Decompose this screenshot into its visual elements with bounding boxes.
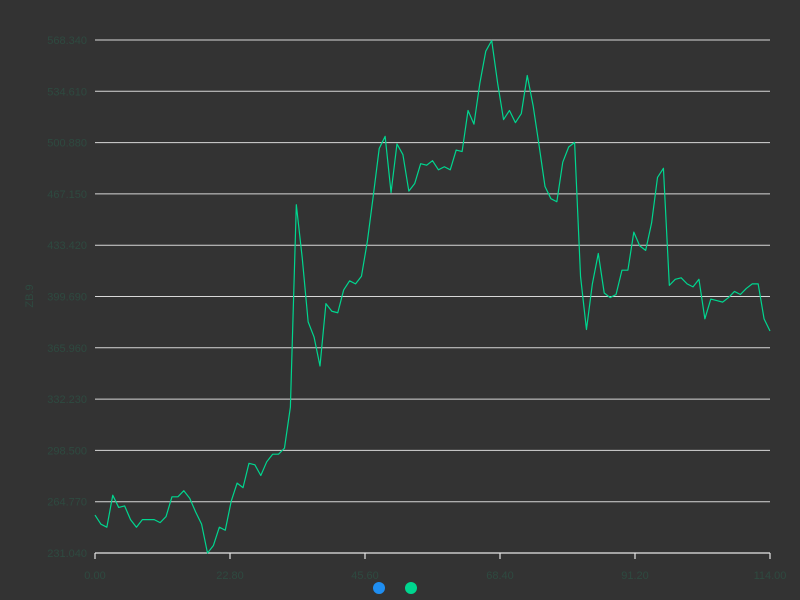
x-tick-label: 91.20 <box>621 570 649 582</box>
y-tick-label: 433.420 <box>47 240 87 252</box>
legend-marker-1[interactable] <box>373 582 385 594</box>
x-tick-label: 22.80 <box>216 570 244 582</box>
gridlines <box>95 39 770 554</box>
y-tick-label: 500.880 <box>47 138 87 150</box>
legend-marker-2[interactable] <box>405 582 417 594</box>
x-tick-label: 0.00 <box>84 570 105 582</box>
x-tick-label: 114.00 <box>754 570 787 582</box>
series-lines <box>94 39 771 554</box>
y-tick-label: 264.770 <box>47 497 87 509</box>
y-tick-label: 332.230 <box>47 394 87 406</box>
y-tick-label: 298.500 <box>47 445 87 457</box>
x-tick-label: 68.40 <box>486 570 514 582</box>
y-tick-label: 568.340 <box>47 35 87 47</box>
x-axis-tick-labels: 0.00 22.80 45.60 68.40 91.20 114.00 <box>84 553 786 582</box>
y-axis-tick-labels: 231.040 264.770 298.500 332.230 365.960 399.6… <box>47 35 87 560</box>
y-axis-title: ZB.9 <box>24 284 36 307</box>
series-line-2 <box>94 39 771 554</box>
legend <box>373 582 417 594</box>
y-tick-label: 365.960 <box>47 343 87 355</box>
y-tick-label: 467.150 <box>47 189 87 201</box>
y-tick-label: 534.610 <box>47 86 87 98</box>
x-tick-label: 45.60 <box>351 570 379 582</box>
y-tick-label: 399.690 <box>47 292 87 304</box>
y-tick-label: 231.040 <box>47 548 87 560</box>
